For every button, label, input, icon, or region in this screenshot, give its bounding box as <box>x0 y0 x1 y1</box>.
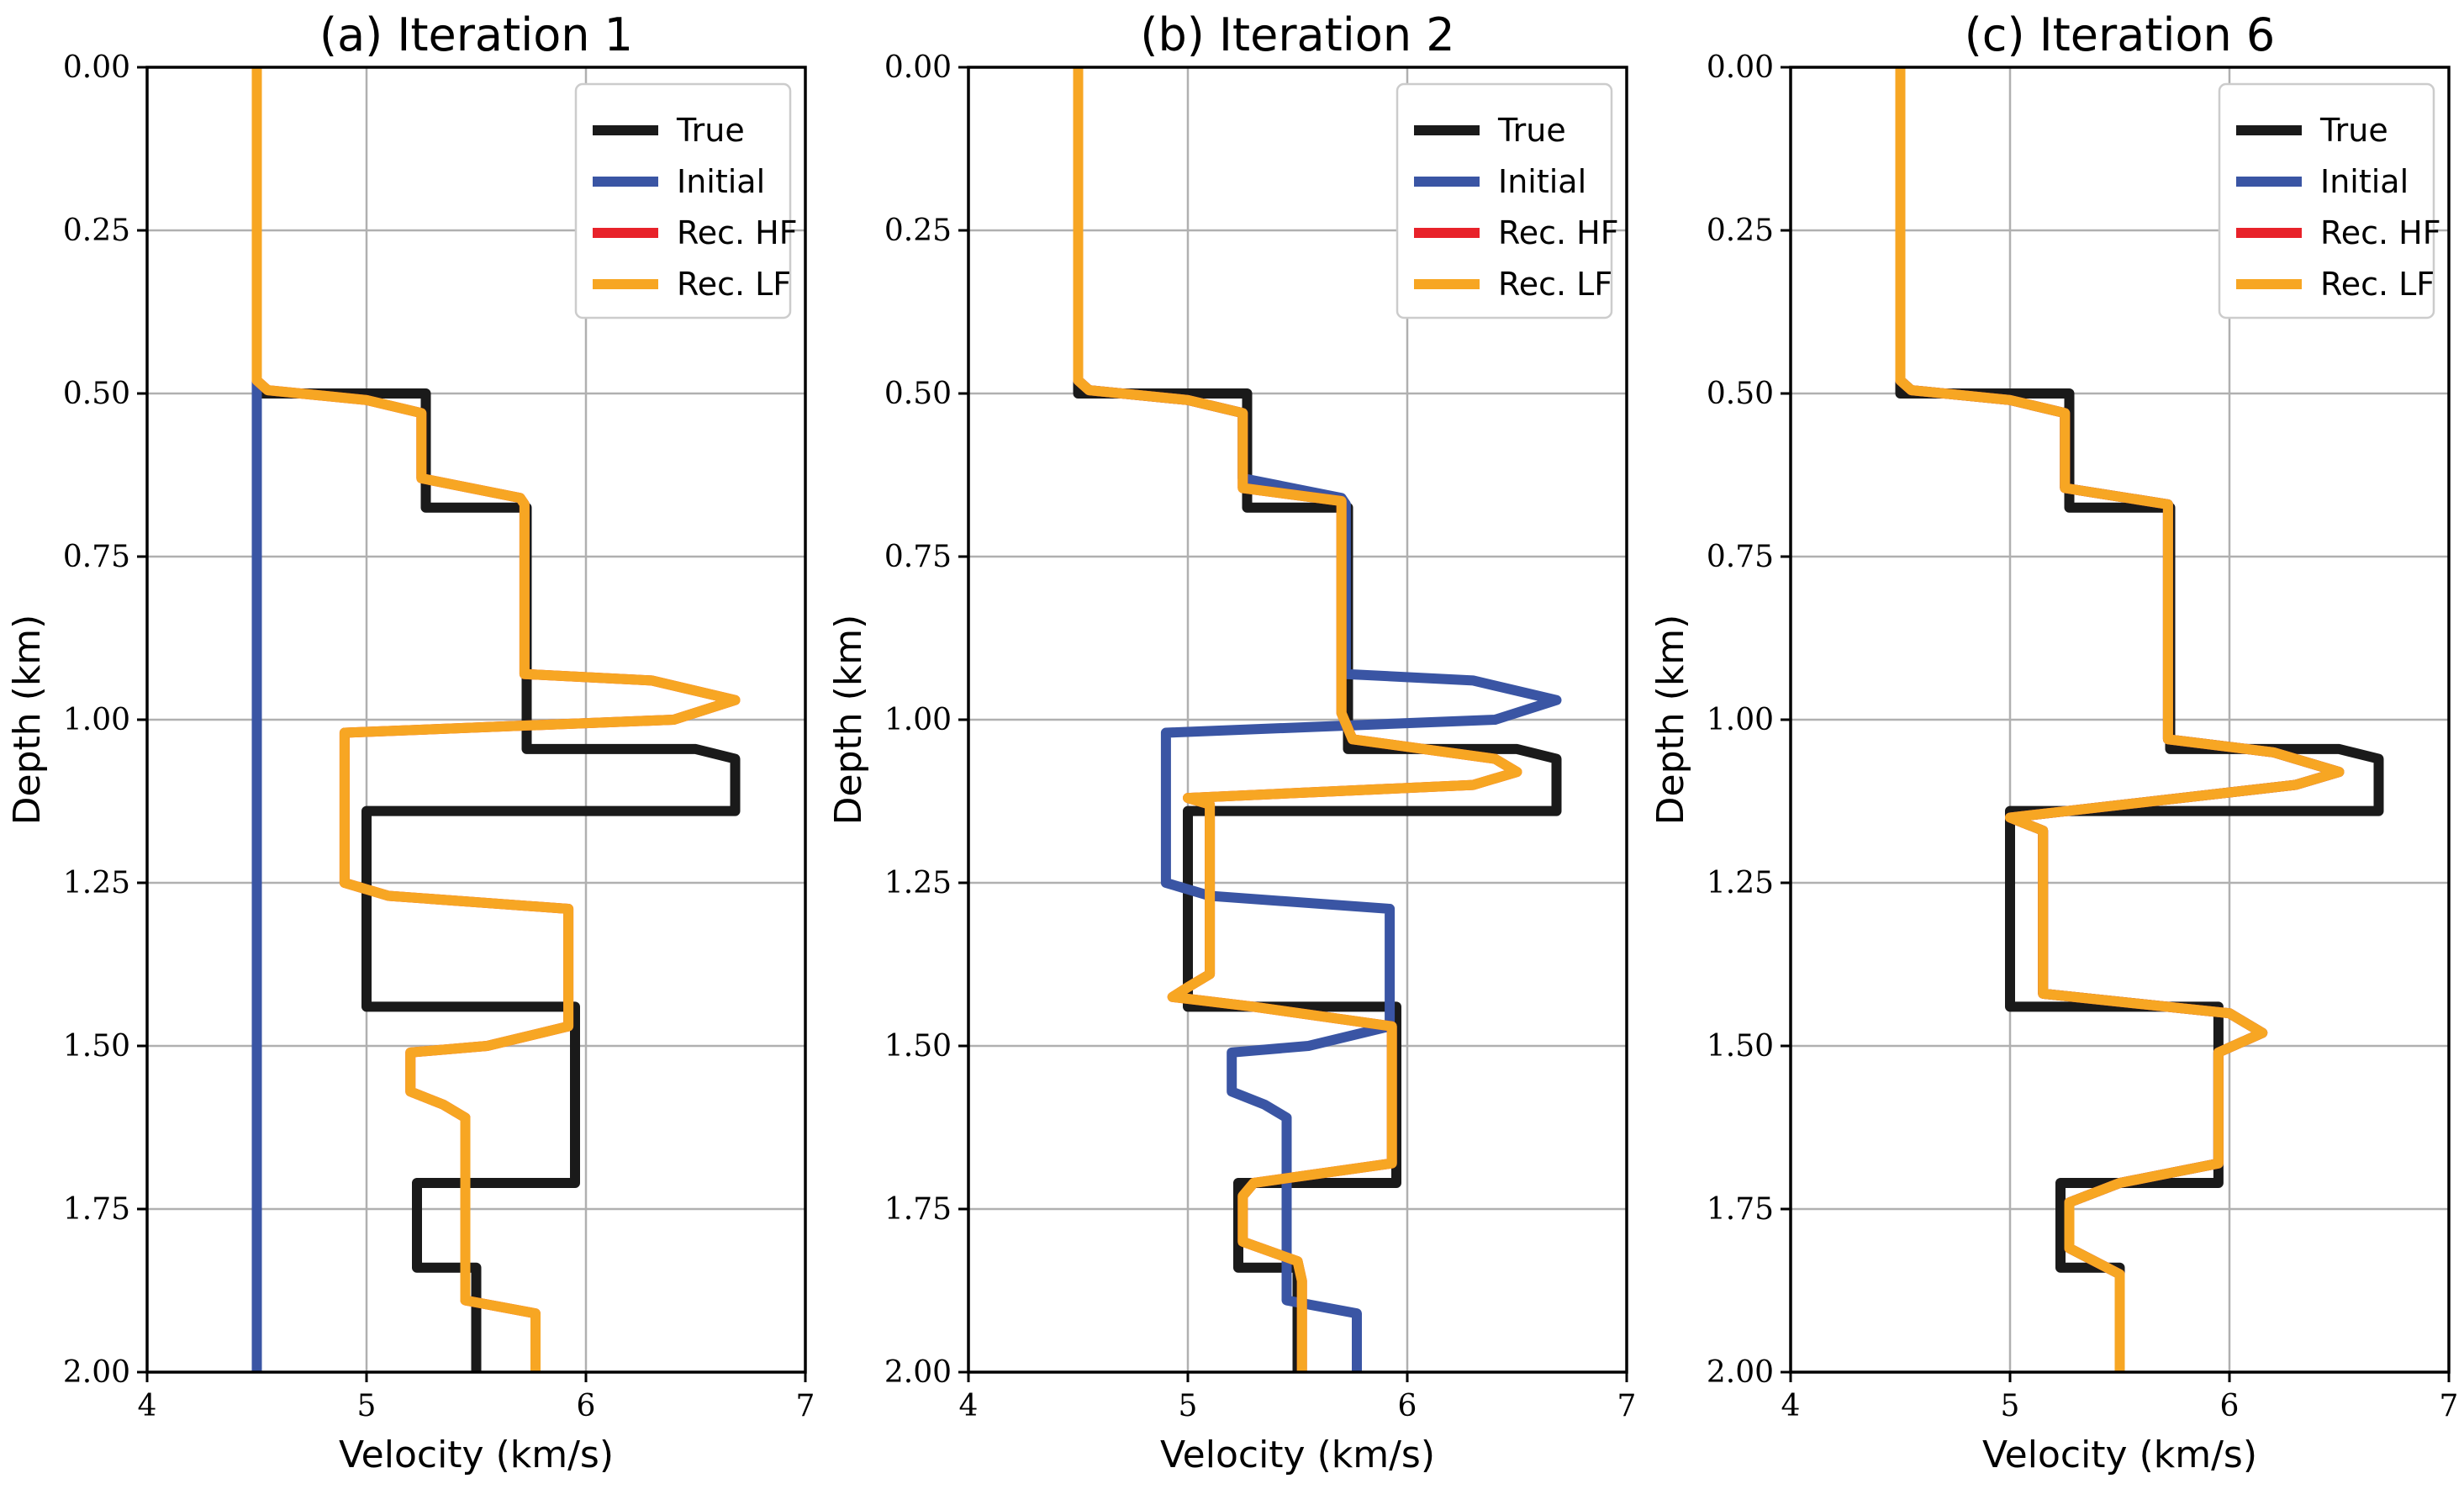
x-tick-label: 7 <box>796 1389 815 1423</box>
y-tick-label: 1.75 <box>63 1192 130 1227</box>
legend-label: Rec. LF <box>677 266 791 303</box>
panel-title: (a) Iteration 1 <box>319 8 633 61</box>
x-tick-label: 6 <box>577 1389 596 1423</box>
x-axis-label: Velocity (km/s) <box>339 1434 614 1476</box>
plot-frame <box>1789 66 2451 1374</box>
y-tick-label: 0.50 <box>884 377 952 411</box>
legend-box <box>574 82 792 319</box>
y-tick-label: 0.25 <box>63 214 130 248</box>
y-tick-label: 1.00 <box>1707 703 1774 737</box>
y-tick-label: 1.25 <box>884 866 952 900</box>
series-line-rec-lf <box>1895 67 2345 1372</box>
axis-ticks: 4 5 6 7 0.00 0.25 0.50 0.75 1.00 1.25 1.50 1.75 2.00 <box>1707 50 2459 1423</box>
y-axis-label: Depth (km) <box>6 615 49 826</box>
legend-label: True <box>676 112 745 149</box>
legend: True Initial Rec. HF Rec. LF <box>2218 82 2441 319</box>
series-line-rec-lf <box>1073 67 1522 1372</box>
panel-title: (b) Iteration 2 <box>1140 8 1454 61</box>
y-tick-label: 0.00 <box>1707 50 1774 85</box>
legend: True Initial Rec. HF Rec. LF <box>1396 82 1619 319</box>
axis-ticks: 4 5 6 7 0.00 0.25 0.50 0.75 1.00 1.25 1.50 1.75 2.00 <box>884 50 1637 1423</box>
legend-label: Rec. LF <box>1498 266 1612 303</box>
x-tick-label: 6 <box>1398 1389 1417 1423</box>
legend-label: Initial <box>1498 163 1586 200</box>
x-axis-label: Velocity (km/s) <box>1982 1434 2257 1476</box>
y-tick-label: 0.00 <box>63 50 130 85</box>
y-tick-label: 0.50 <box>63 377 130 411</box>
legend-label: Initial <box>2320 163 2409 200</box>
y-tick-label: 0.75 <box>1707 540 1774 574</box>
x-tick-label: 7 <box>1617 1389 1637 1423</box>
y-tick-label: 0.75 <box>884 540 952 574</box>
legend-label: Initial <box>677 163 765 200</box>
panel-title: (c) Iteration 6 <box>1965 8 2276 61</box>
y-tick-label: 1.50 <box>1707 1029 1774 1064</box>
legend-label: Rec. HF <box>2320 214 2441 251</box>
panel-iteration-6: (c) Iteration 6 Velocity (km/s) Depth (k… <box>1649 8 2458 1476</box>
y-tick-label: 1.50 <box>63 1029 130 1064</box>
series-group <box>1895 67 2384 1372</box>
x-tick-label: 5 <box>1179 1389 1198 1423</box>
grid-lines <box>1791 67 2449 1372</box>
x-tick-label: 6 <box>2220 1389 2240 1423</box>
legend-label: True <box>2319 112 2388 149</box>
y-tick-label: 0.25 <box>1707 214 1774 248</box>
legend-label: Rec. HF <box>677 214 798 251</box>
x-tick-label: 7 <box>2440 1389 2459 1423</box>
series-group <box>251 67 741 1372</box>
plot-frame <box>967 66 1628 1374</box>
legend-box <box>1396 82 1613 319</box>
x-tick-label: 5 <box>357 1389 377 1423</box>
legend: True Initial Rec. HF Rec. LF <box>574 82 798 319</box>
y-tick-label: 1.00 <box>63 703 130 737</box>
legend-label: True <box>1497 112 1566 149</box>
x-tick-label: 4 <box>1781 1389 1801 1423</box>
y-tick-label: 2.00 <box>1707 1355 1774 1390</box>
axis-ticks: 4 5 6 7 0.00 0.25 0.50 0.75 1.00 1.25 1.50 1.75 2.00 <box>63 50 815 1423</box>
panel-iteration-2: (b) Iteration 2 Velocity (km/s) Depth (k… <box>827 8 1636 1476</box>
y-tick-label: 1.50 <box>884 1029 952 1064</box>
series-line-rec-lf <box>251 67 741 1372</box>
x-tick-label: 5 <box>2001 1389 2020 1423</box>
y-tick-label: 1.75 <box>884 1192 952 1227</box>
y-axis-label: Depth (km) <box>1649 615 1692 826</box>
x-tick-label: 4 <box>138 1389 157 1423</box>
panel-iteration-1: (a) Iteration 1 Velocity (km/s) Depth (k… <box>6 8 815 1476</box>
y-axis-label: Depth (km) <box>827 615 870 826</box>
y-tick-label: 0.00 <box>884 50 952 85</box>
y-tick-label: 2.00 <box>884 1355 952 1390</box>
y-tick-label: 1.75 <box>1707 1192 1774 1227</box>
y-tick-label: 0.50 <box>1707 377 1774 411</box>
series-group <box>1073 67 1562 1372</box>
y-tick-label: 2.00 <box>63 1355 130 1390</box>
y-tick-label: 1.25 <box>63 866 130 900</box>
y-tick-label: 1.00 <box>884 703 952 737</box>
y-tick-label: 0.25 <box>884 214 952 248</box>
x-tick-label: 4 <box>959 1389 979 1423</box>
legend-label: Rec. HF <box>1498 214 1619 251</box>
legend-label: Rec. LF <box>2320 266 2435 303</box>
x-axis-label: Velocity (km/s) <box>1160 1434 1435 1476</box>
legend-box <box>2218 82 2435 319</box>
y-tick-label: 0.75 <box>63 540 130 574</box>
plot-frame <box>145 66 807 1374</box>
y-tick-label: 1.25 <box>1707 866 1774 900</box>
